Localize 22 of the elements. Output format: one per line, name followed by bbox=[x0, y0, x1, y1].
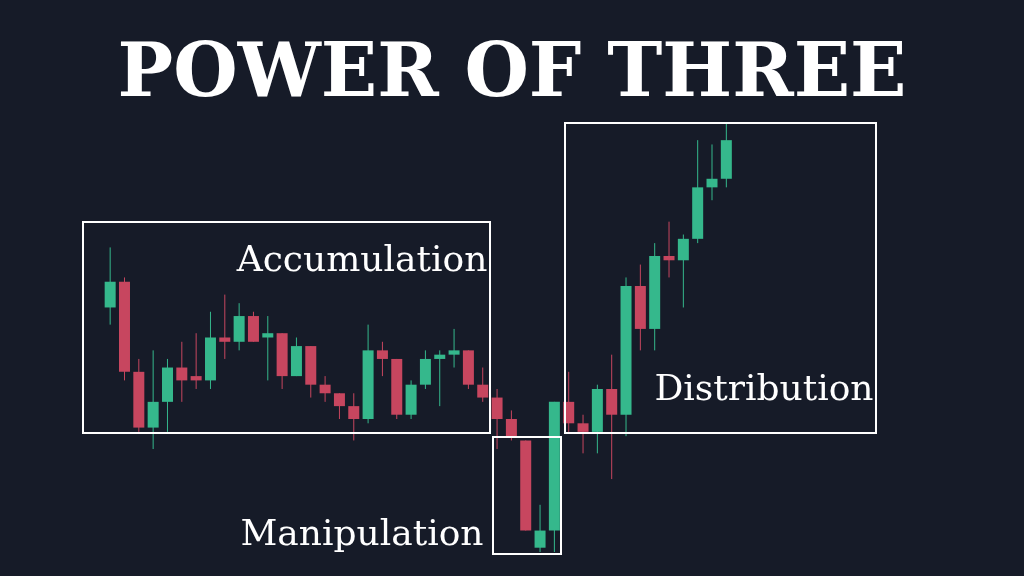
candlestick bbox=[219, 294, 231, 360]
candlestick bbox=[505, 409, 517, 441]
candlestick bbox=[663, 221, 675, 278]
candlestick bbox=[491, 388, 503, 450]
candlestick bbox=[176, 341, 188, 403]
candlestick bbox=[577, 414, 589, 454]
annotation: Accumulation bbox=[235, 237, 488, 279]
candlestick bbox=[706, 143, 718, 201]
candlestick bbox=[333, 392, 345, 420]
chart-title: POWER OF THREE bbox=[117, 27, 907, 113]
candlestick bbox=[348, 392, 360, 441]
candlestick bbox=[448, 328, 460, 369]
candlestick bbox=[434, 349, 446, 407]
candlestick bbox=[534, 504, 546, 553]
candlestick bbox=[262, 315, 274, 381]
candlestick bbox=[190, 332, 202, 390]
candlestick bbox=[319, 375, 331, 403]
annotation: Manipulation bbox=[240, 511, 484, 553]
candlestick bbox=[376, 341, 388, 377]
candlestick bbox=[477, 367, 489, 403]
candlestick bbox=[677, 234, 689, 308]
annotation: Distribution bbox=[654, 366, 874, 408]
